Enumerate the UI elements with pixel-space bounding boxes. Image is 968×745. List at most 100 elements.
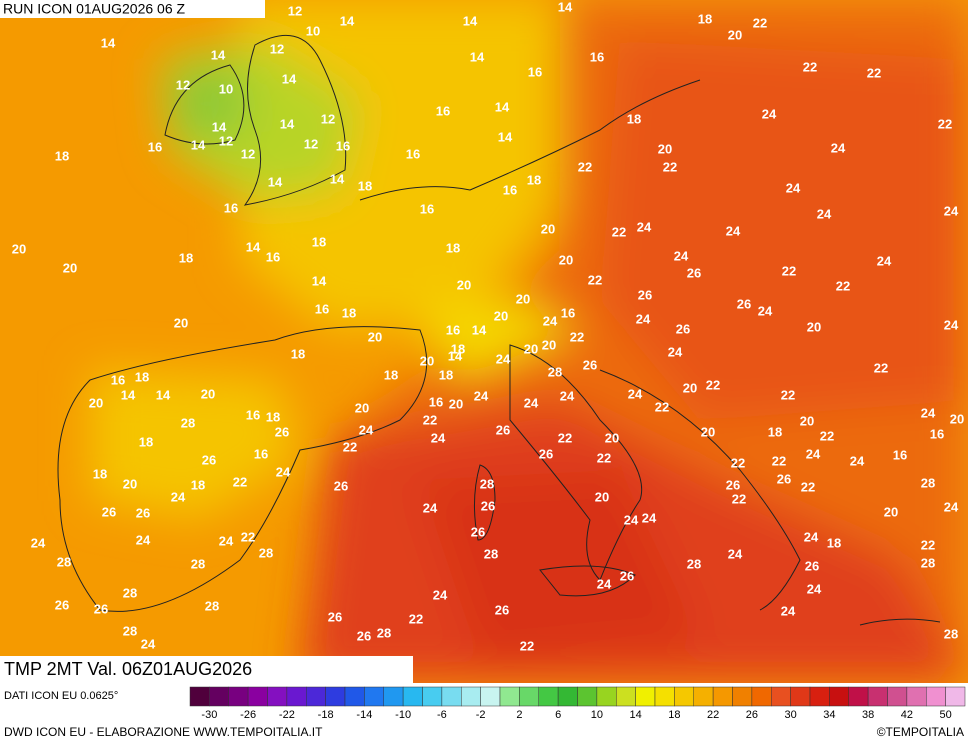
temperature-label: 22 [938,116,952,131]
temperature-label: 20 [420,353,434,368]
temperature-label: 10 [219,81,233,96]
temperature-label: 18 [451,341,465,356]
temperature-label: 24 [762,106,777,121]
scale-swatch [538,686,559,707]
scale-tick-label: -6 [437,709,447,721]
scale-swatch [306,686,326,707]
scale-swatch [887,686,908,707]
temperature-label: 24 [944,203,959,218]
title: TMP 2MT Val. 06Z01AUG2026 [4,659,252,679]
temperature-label: 26 [275,424,289,439]
temperature-label: 22 [520,638,534,653]
temperature-label: 14 [340,13,355,28]
scale-swatch [945,686,966,707]
scale-swatch [829,686,849,707]
scale-swatch [693,686,714,707]
temperature-label: 16 [436,103,450,118]
temperature-label: 14 [470,49,485,64]
scale-swatch [189,686,210,707]
temperature-label: 22 [663,159,677,174]
map-background [0,0,968,683]
temperature-label: 16 [246,407,260,422]
temperature-label: 28 [123,623,137,638]
scale-swatch [247,686,268,707]
temperature-label: 14 [498,129,513,144]
scale-swatch [674,686,694,707]
temperature-label: 28 [377,625,391,640]
temperature-label: 24 [642,510,657,525]
scale-tick-label: -14 [356,709,372,721]
temperature-label: 22 [588,272,602,287]
temperature-label: 26 [495,602,509,617]
scale-swatch [209,686,229,707]
temperature-label: 24 [560,388,575,403]
temperature-label: 24 [31,535,46,550]
temperature-label: 20 [884,504,898,519]
temperature-label: 18 [768,424,782,439]
temperature-label: 26 [777,471,791,486]
temperature-label: 24 [637,219,652,234]
temperature-label: 28 [57,554,71,569]
scale-swatch [616,686,636,707]
source-label: DATI ICON EU 0.0625° [4,690,118,702]
temperature-label: 24 [877,253,892,268]
temperature-label: 20 [658,141,672,156]
scale-swatch [557,686,578,707]
scale-tick-label: 10 [591,709,603,721]
temperature-label: 16 [315,301,329,316]
temperature-label: 20 [605,430,619,445]
temperature-label: 24 [359,422,374,437]
scale-swatch [809,686,830,707]
temperature-label: 14 [156,387,171,402]
temperature-label: 16 [930,426,944,441]
temperature-label: 26 [638,287,652,302]
scale-swatch [364,686,384,707]
color-scale: -30 -26 -22 -18 -14 -10 -6 -2 2 6 10 14 18 22 26 30 34 38… [189,686,966,721]
temperature-label: 16 [111,372,125,387]
temperature-label: 22 [655,399,669,414]
temperature-label: 24 [728,546,743,561]
temperature-label: 26 [687,265,701,280]
temperature-label: 26 [620,568,634,583]
temperature-label: 26 [102,504,116,519]
scale-tick-label: 6 [555,709,561,721]
temperature-label: 12 [176,77,190,92]
temperature-label: 22 [820,428,834,443]
temperature-label: 12 [321,111,335,126]
scale-swatch [344,686,365,707]
temperature-label: 20 [683,380,697,395]
temperature-label: 16 [503,182,517,197]
temperature-label: 14 [330,171,345,186]
scale-swatch [751,686,772,707]
temperature-label: 16 [420,201,434,216]
temperature-label: 20 [449,396,463,411]
temperature-label: 28 [259,545,273,560]
temperature-label: 28 [548,364,562,379]
scale-swatch [461,686,481,707]
temperature-label: 18 [93,466,107,481]
scale-tick-label: -10 [395,709,411,721]
temperature-label: 14 [212,119,227,134]
temperature-label: 18 [446,240,460,255]
temperature-label: 24 [171,489,186,504]
temperature-label: 14 [211,47,226,62]
temperature-label: 24 [804,529,819,544]
temperature-label: 24 [781,603,796,618]
temperature-label: 14 [268,174,283,189]
scale-swatch [228,686,249,707]
temperature-label: 16 [429,394,443,409]
temperature-label: 18 [266,409,280,424]
temperature-label: 20 [494,308,508,323]
temperature-label: 26 [202,452,216,467]
temperature-label: 24 [624,512,639,527]
temperature-label: 24 [136,532,151,547]
temperature-label: 26 [334,478,348,493]
temperature-label: 22 [558,430,572,445]
copyright: ©TEMPOITALIA [877,725,964,739]
scale-swatch [848,686,869,707]
temperature-label: 14 [121,387,136,402]
temperature-label: 18 [179,250,193,265]
temperature-label: 26 [737,296,751,311]
temperature-label: 16 [528,64,542,79]
